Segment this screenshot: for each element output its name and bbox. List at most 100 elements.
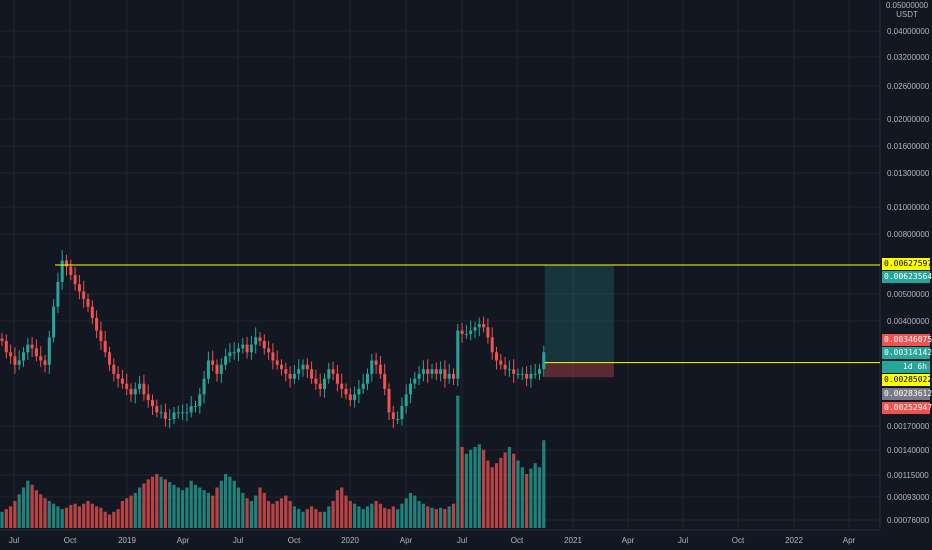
volume-bar [365, 506, 370, 528]
candle-body [542, 352, 546, 370]
volume-bar [353, 503, 357, 528]
volume-bar [417, 501, 421, 528]
volume-bar [439, 507, 443, 528]
candle-body [439, 369, 443, 374]
volume-bar [499, 457, 503, 528]
candle-body [43, 360, 47, 365]
volume-bar [198, 487, 202, 528]
candle-body [95, 318, 99, 331]
candle-body [60, 260, 64, 282]
candle-body [443, 369, 447, 379]
candle-body [52, 306, 56, 338]
volume-bar [254, 495, 258, 528]
candle-body [271, 352, 275, 361]
volume-bar [340, 487, 344, 528]
volume-bar [228, 476, 232, 528]
candle-body [120, 378, 124, 384]
volume-bar [185, 487, 189, 528]
volume-bar [507, 447, 511, 528]
volume-bar [301, 511, 305, 528]
volume-bar [494, 463, 499, 528]
x-tick-label: Jul [9, 536, 19, 545]
y-tick-label: 0.04000000 [887, 27, 930, 36]
volume-bar [525, 474, 529, 528]
candle-body [520, 373, 524, 375]
volume-bar [344, 495, 348, 528]
candle-body [305, 364, 309, 370]
price-axis-currency: USDT [896, 10, 918, 19]
candle-body [464, 333, 468, 335]
volume-bar [168, 482, 172, 528]
candle-body [228, 352, 232, 357]
candle-body [176, 412, 180, 414]
volume-bar [477, 444, 481, 528]
volume-bar [262, 492, 266, 528]
x-tick-label: Apr [843, 536, 856, 545]
y-tick-label: 0.01300000 [887, 169, 930, 178]
price-tag: 1d 6h [882, 361, 930, 373]
candle-body [499, 360, 503, 365]
candle-body [374, 360, 378, 365]
candle-body [280, 364, 283, 370]
candle-body [133, 388, 137, 395]
volume-bar [47, 501, 51, 528]
candle-body [426, 369, 430, 374]
volume-bar [52, 503, 56, 528]
volume-bar [116, 509, 120, 528]
x-tick-label: Oct [511, 536, 524, 545]
y-tick-label: 0.02600000 [887, 82, 930, 91]
volume-bar [271, 503, 275, 528]
candle-body [404, 394, 408, 407]
volume-bar [503, 452, 507, 528]
x-tick-label: Apr [177, 536, 190, 545]
candle-body [383, 373, 387, 389]
volume-bar [305, 509, 309, 528]
volume-bar [163, 479, 167, 528]
volume-bar [357, 506, 361, 528]
x-tick-label: Oct [64, 536, 77, 545]
volume-bar [245, 498, 249, 528]
y-tick-label: 0.00115000 [887, 471, 929, 480]
volume-bar [13, 501, 17, 528]
candle-body [284, 369, 288, 374]
candle-body [396, 418, 400, 420]
x-tick-label: Jul [233, 536, 243, 545]
candle-body [26, 344, 30, 353]
volume-bar [69, 505, 73, 528]
volume-bar [236, 487, 241, 528]
candle-body [507, 369, 511, 371]
candle-body [163, 412, 167, 419]
candle-body [340, 383, 344, 389]
volume-bar [520, 467, 524, 528]
y-tick-label: 0.00076000 [887, 516, 930, 525]
candle-body [400, 406, 404, 419]
candle-body [237, 348, 240, 353]
candle-body [482, 324, 486, 328]
x-tick-label: Jul [457, 536, 467, 545]
volume-bar [469, 449, 473, 528]
candle-body [34, 348, 38, 357]
candle-body [262, 340, 266, 349]
volume-bar [258, 487, 262, 528]
volume-bar [408, 492, 413, 528]
volume-bar [73, 503, 77, 528]
candle-body [159, 412, 163, 414]
candle-body [129, 388, 133, 395]
volume-bar [370, 503, 374, 528]
candle-body [529, 373, 533, 379]
candle-body [151, 400, 154, 407]
x-tick-label: Apr [622, 536, 635, 545]
volume-bar [146, 479, 150, 528]
candle-body [90, 306, 94, 319]
candle-body [17, 360, 21, 365]
volume-bar [413, 495, 417, 528]
candle-body [387, 388, 391, 413]
volume-bar [150, 476, 155, 528]
volume-bar [159, 476, 163, 528]
position-loss-zone [544, 362, 614, 378]
x-tick-label: Jul [678, 536, 688, 545]
candle-body [525, 373, 529, 379]
volume-bar [133, 492, 137, 528]
price-tag: 0.00252947 [882, 402, 932, 414]
